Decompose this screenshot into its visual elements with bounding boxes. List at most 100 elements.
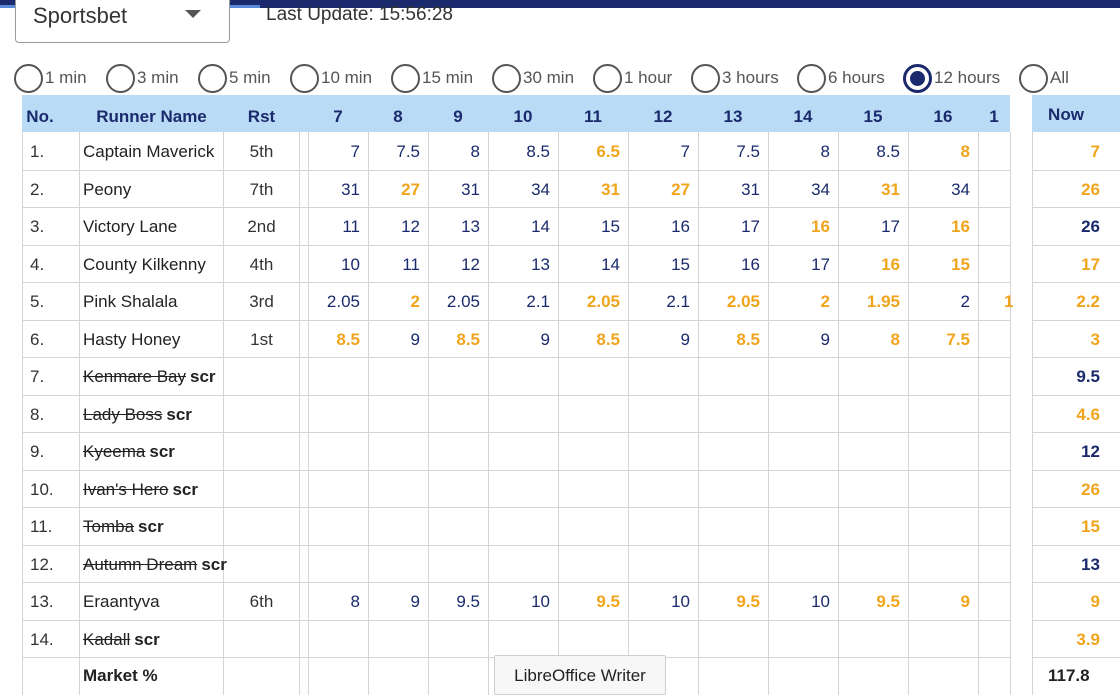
radio-circle[interactable] [290,63,319,93]
now-odds-cell: 15 [1081,517,1100,536]
now-odds-cell: 26 [1081,479,1100,499]
runner-name[interactable]: Kyeema scr [83,442,175,462]
radio-label: 3 hours [722,68,779,87]
runner-number: 6. [30,329,45,349]
grid-line [1010,132,1011,695]
interval-radio-group: 1 min 3 min 5 min 10 min 15 min 30 min 1 hour 3… [0,62,1120,94]
radio-circle[interactable] [691,63,720,93]
now-odds-cell: 13 [1081,554,1100,574]
column-header-runner: Runner Name [96,107,207,126]
chevron-down-icon[interactable] [185,10,201,18]
column-header-no: No. [26,107,54,126]
odds-cell: 6.5 [596,142,620,161]
column-header-time: 1 [989,107,999,126]
radio-label: 30 min [523,68,575,87]
runner-name[interactable]: Ivan's Hero scr [83,480,198,500]
row-divider [22,545,1010,546]
runner-name[interactable]: Kenmare Bay scr [83,367,216,387]
radio-circle[interactable] [391,63,420,93]
now-odds-cell: 12 [1081,442,1100,461]
column-header-time: 13 [723,107,743,126]
interval-radio-All[interactable]: All [1019,62,1069,94]
radio-circle[interactable] [492,63,521,93]
interval-radio-1-hour[interactable]: 1 hour [593,62,672,94]
row-divider [22,207,1010,208]
runner-name[interactable]: Captain Maverick [83,142,214,162]
now-odds-cell: 26 [1081,217,1100,236]
runner-name[interactable]: Hasty Honey [83,330,180,350]
interval-radio-10-min[interactable]: 10 min [290,62,372,94]
scratched-badge: scr [190,367,216,386]
radio-circle[interactable] [903,63,932,93]
grid-line [628,132,629,695]
row-divider [22,582,1010,583]
odds-cell: 31 [341,179,360,199]
row-divider [22,357,1010,358]
now-odds-cell: 4.6 [1076,404,1100,424]
odds-cell: 16 [671,217,690,236]
column-header-time: 8 [393,107,403,126]
runner-name[interactable]: Tomba scr [83,517,164,537]
row-divider [1032,395,1120,396]
radio-circle[interactable] [198,63,227,93]
interval-radio-30-min[interactable]: 30 min [492,62,574,94]
radio-label: 10 min [321,68,373,87]
runner-name-text: Ivan's Hero [83,479,169,499]
odds-cell: 2 [820,292,830,311]
grid-line [908,132,909,695]
runner-name-text: Peony [83,179,132,199]
odds-cell: 14 [531,217,550,236]
radio-circle[interactable] [106,63,135,93]
runner-name[interactable]: Autumn Dream scr [83,555,227,575]
runner-name[interactable]: County Kilkenny [83,255,206,275]
runner-name-text: Victory Lane [83,217,178,236]
odds-cell: 16 [741,254,760,274]
row-divider [1032,620,1120,621]
runner-name[interactable]: Lady Boss scr [83,405,192,425]
interval-radio-15-min[interactable]: 15 min [391,62,473,94]
odds-cell: 9 [540,329,550,349]
odds-cell: 2.05 [726,292,760,311]
table-header [22,95,1010,132]
runner-name[interactable]: Kadall scr [83,630,160,650]
runner-name[interactable]: Eraantyva [83,592,160,612]
row-divider [1032,170,1120,171]
runner-name[interactable]: Pink Shalala [83,292,178,312]
runner-result: 3rd [249,292,274,311]
row-divider [1032,245,1120,246]
now-odds-cell: 17 [1081,254,1100,274]
now-header-bg [1032,95,1120,132]
odds-cell: 10 [671,592,690,611]
odds-cell: 10 [811,592,830,611]
interval-radio-1-min[interactable]: 1 min [14,62,87,94]
runner-name[interactable]: Victory Lane [83,217,177,237]
runner-result: 7th [249,179,274,199]
now-odds-cell: 7 [1090,142,1100,161]
row-divider [22,507,1010,508]
odds-cell: 2.05 [446,292,480,311]
row-divider [22,245,1010,246]
radio-circle[interactable] [1019,63,1048,93]
grid-line [978,132,979,695]
interval-radio-3-min[interactable]: 3 min [106,62,179,94]
odds-cell: 9.5 [456,592,480,611]
odds-cell: 9 [820,329,830,349]
interval-radio-3-hours[interactable]: 3 hours [691,62,779,94]
interval-radio-12-hours[interactable]: 12 hours [903,62,1000,94]
runner-name-text: Captain Maverick [83,142,215,161]
odds-cell: 34 [951,179,970,199]
radio-circle[interactable] [797,63,826,93]
runner-name-text: Pink Shalala [83,292,178,311]
runner-name[interactable]: Peony [83,180,131,200]
radio-circle[interactable] [14,63,43,93]
odds-cell: 34 [531,179,550,199]
interval-radio-6-hours[interactable]: 6 hours [797,62,885,94]
odds-cell: 8.5 [736,329,760,349]
radio-circle[interactable] [593,63,622,93]
grid-line [223,132,224,695]
interval-radio-5-min[interactable]: 5 min [198,62,271,94]
bookmaker-select[interactable]: Sportsbet [15,0,230,43]
odds-cell: 15 [671,254,690,274]
odds-cell: 27 [671,179,690,199]
odds-cell: 31 [881,179,900,199]
